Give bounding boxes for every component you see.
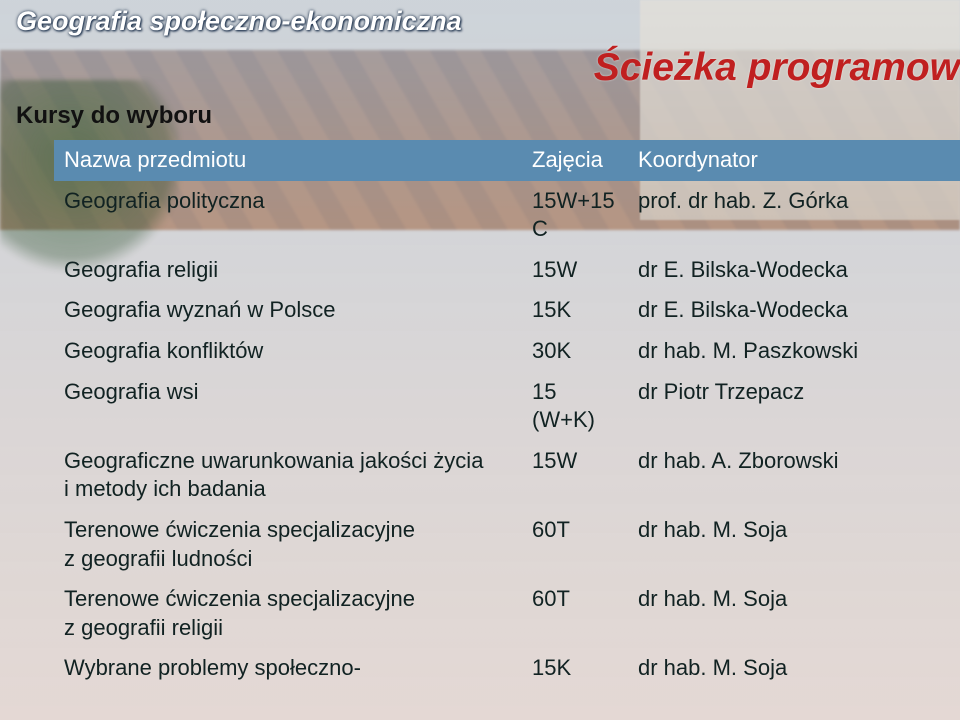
col-coordinator: Koordynator — [628, 140, 960, 181]
table-row: Wybrane problemy społeczno-15Kdr hab. M.… — [54, 648, 960, 689]
table-row: Geografia religii15Wdr E. Bilska-Wodecka — [54, 250, 960, 291]
slide-subtitle: Kursy do wyboru — [16, 102, 212, 130]
cell-classes: 15K — [522, 290, 628, 331]
cell-classes: 30K — [522, 331, 628, 372]
cell-coordinator: dr E. Bilska-Wodecka — [628, 290, 960, 331]
cell-coordinator: dr hab. M. Paszkowski — [628, 331, 960, 372]
table-header: Nazwa przedmiotu Zajęcia Koordynator — [54, 140, 960, 181]
cell-coordinator: dr hab. A. Zborowski — [628, 441, 960, 510]
cell-name: Geografia wyznań w Polsce — [54, 290, 522, 331]
cell-name: Terenowe ćwiczenia specjalizacyjne z geo… — [54, 579, 522, 648]
slide-title: Geografia społeczno-ekonomiczna — [16, 6, 462, 37]
cell-name: Geograficzne uwarunkowania jakości życia… — [54, 441, 522, 510]
cell-name: Geografia religii — [54, 250, 522, 291]
cell-name: Geografia polityczna — [54, 181, 522, 250]
cell-coordinator: dr Piotr Trzepacz — [628, 372, 960, 441]
cell-classes: 15W+15 C — [522, 181, 628, 250]
cell-coordinator: dr hab. M. Soja — [628, 648, 960, 689]
cell-coordinator: prof. dr hab. Z. Górka — [628, 181, 960, 250]
table-row: Terenowe ćwiczenia specjalizacyjne z geo… — [54, 510, 960, 579]
cell-classes: 60T — [522, 579, 628, 648]
cell-name: Terenowe ćwiczenia specjalizacyjne z geo… — [54, 510, 522, 579]
cell-coordinator: dr E. Bilska-Wodecka — [628, 250, 960, 291]
courses-table: Nazwa przedmiotu Zajęcia Koordynator Geo… — [54, 140, 960, 689]
table-row: Geografia wsi15 (W+K)dr Piotr Trzepacz — [54, 372, 960, 441]
table-row: Geografia polityczna15W+15 Cprof. dr hab… — [54, 181, 960, 250]
path-title: Ścieżka programow — [594, 46, 960, 90]
table-row: Terenowe ćwiczenia specjalizacyjne z geo… — [54, 579, 960, 648]
cell-classes: 15W — [522, 250, 628, 291]
col-name: Nazwa przedmiotu — [54, 140, 522, 181]
table-row: Geograficzne uwarunkowania jakości życia… — [54, 441, 960, 510]
cell-classes: 15 (W+K) — [522, 372, 628, 441]
cell-classes: 15W — [522, 441, 628, 510]
table-row: Geografia wyznań w Polsce15Kdr E. Bilska… — [54, 290, 960, 331]
col-classes: Zajęcia — [522, 140, 628, 181]
table-row: Geografia konfliktów30Kdr hab. M. Paszko… — [54, 331, 960, 372]
cell-name: Geografia konfliktów — [54, 331, 522, 372]
cell-name: Wybrane problemy społeczno- — [54, 648, 522, 689]
table-body: Geografia polityczna15W+15 Cprof. dr hab… — [54, 181, 960, 689]
cell-classes: 15K — [522, 648, 628, 689]
cell-name: Geografia wsi — [54, 372, 522, 441]
cell-classes: 60T — [522, 510, 628, 579]
cell-coordinator: dr hab. M. Soja — [628, 579, 960, 648]
cell-coordinator: dr hab. M. Soja — [628, 510, 960, 579]
